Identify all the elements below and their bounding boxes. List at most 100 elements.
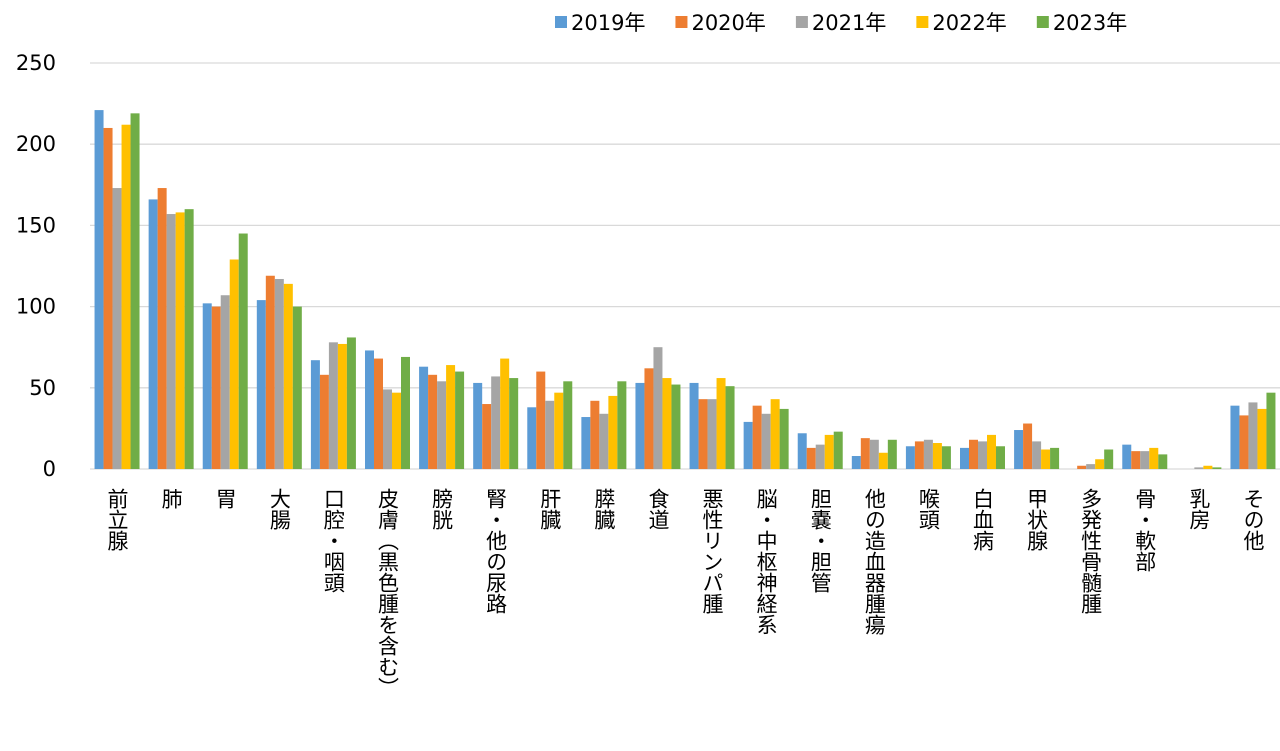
bar	[671, 384, 681, 469]
bar	[148, 199, 158, 469]
bar	[887, 439, 897, 469]
bar	[265, 275, 275, 469]
x-tick-label: 悪性リンパ腫	[700, 488, 724, 614]
bar	[1140, 451, 1150, 469]
bar	[184, 209, 194, 469]
bar	[635, 382, 645, 469]
bar	[1131, 451, 1141, 469]
x-tick-label: 白血病	[971, 488, 995, 551]
bar	[1095, 459, 1105, 469]
bar	[437, 381, 447, 469]
bar	[130, 113, 140, 470]
bar	[833, 431, 843, 469]
bar	[563, 381, 573, 469]
bar	[374, 358, 383, 469]
bar	[220, 295, 230, 469]
bar	[941, 446, 951, 469]
x-tick-label: 腎・他の尿路	[484, 488, 508, 614]
bar	[905, 446, 915, 469]
bar	[770, 399, 780, 469]
legend-label: 2020年	[691, 11, 765, 35]
bar	[292, 306, 302, 469]
y-tick-label: 100	[16, 295, 56, 319]
bar	[987, 434, 996, 469]
bar	[455, 371, 465, 469]
bar	[860, 438, 870, 469]
x-tick-label: 食道	[646, 488, 670, 530]
y-tick-label: 50	[29, 376, 56, 400]
bar	[932, 443, 942, 469]
bar	[545, 400, 555, 469]
y-tick-label: 150	[16, 213, 56, 237]
bar	[473, 382, 483, 469]
y-tick-label: 250	[16, 51, 56, 75]
x-tick-label: 脳・中枢神経系	[754, 488, 778, 635]
bar	[797, 433, 807, 469]
x-tick-label: 膀胱	[430, 488, 454, 530]
x-tick-label: 前立腺	[105, 488, 129, 551]
bar	[346, 337, 356, 469]
bar	[1194, 467, 1204, 469]
x-tick-label: 口腔・咽頭	[321, 488, 345, 593]
y-tick-label: 0	[43, 457, 56, 481]
legend-swatch	[916, 16, 929, 28]
bar	[824, 434, 834, 469]
bar	[960, 447, 969, 469]
x-tick-label: その他	[1241, 488, 1265, 551]
bar	[743, 421, 753, 469]
bar	[707, 399, 717, 469]
bar	[978, 441, 987, 469]
bar	[1239, 415, 1249, 469]
legend-swatch	[1036, 16, 1049, 28]
bar	[202, 303, 212, 469]
x-tick-label: 大腸	[267, 488, 291, 530]
bar	[337, 343, 347, 469]
bar	[428, 374, 438, 469]
bar	[383, 389, 392, 469]
bar	[1158, 454, 1168, 469]
bar	[238, 233, 248, 469]
x-tick-label: 喉頭	[916, 488, 940, 530]
bar	[914, 441, 924, 469]
bar	[590, 400, 600, 469]
bar	[716, 378, 726, 469]
bar	[274, 278, 284, 469]
bar	[365, 350, 374, 469]
bar	[599, 413, 609, 469]
bar	[996, 446, 1005, 469]
bar	[851, 456, 861, 469]
bar	[491, 376, 501, 469]
bar	[103, 127, 113, 470]
bar	[112, 188, 122, 469]
bar	[94, 110, 104, 469]
bar	[527, 407, 537, 469]
bar	[283, 283, 293, 469]
x-tick-label: 膵臓	[592, 488, 616, 530]
bar	[878, 452, 888, 469]
legend-label: 2021年	[812, 11, 886, 35]
legend-swatch	[675, 16, 688, 28]
bar	[969, 439, 978, 469]
x-tick-label: 胃	[213, 488, 237, 509]
bar	[698, 399, 708, 469]
bar	[653, 347, 663, 469]
x-tick-label: 多発性骨髄腫	[1079, 488, 1103, 614]
legend-label: 2023年	[1053, 11, 1127, 35]
bar	[328, 342, 338, 469]
bar	[617, 381, 627, 469]
bar	[1230, 405, 1240, 469]
bar	[644, 368, 654, 469]
y-tick-label: 200	[16, 132, 56, 156]
bar	[419, 366, 429, 469]
x-tick-label: 甲状腺	[1025, 488, 1049, 551]
bar	[446, 365, 456, 469]
bar	[500, 358, 510, 469]
bar	[869, 439, 879, 469]
bar	[1104, 449, 1114, 469]
bar	[229, 259, 239, 469]
bar	[1266, 392, 1276, 469]
bar	[121, 124, 131, 469]
bar	[581, 417, 591, 469]
bar	[662, 378, 672, 469]
x-tick-label: 胆嚢・胆管	[808, 488, 832, 593]
